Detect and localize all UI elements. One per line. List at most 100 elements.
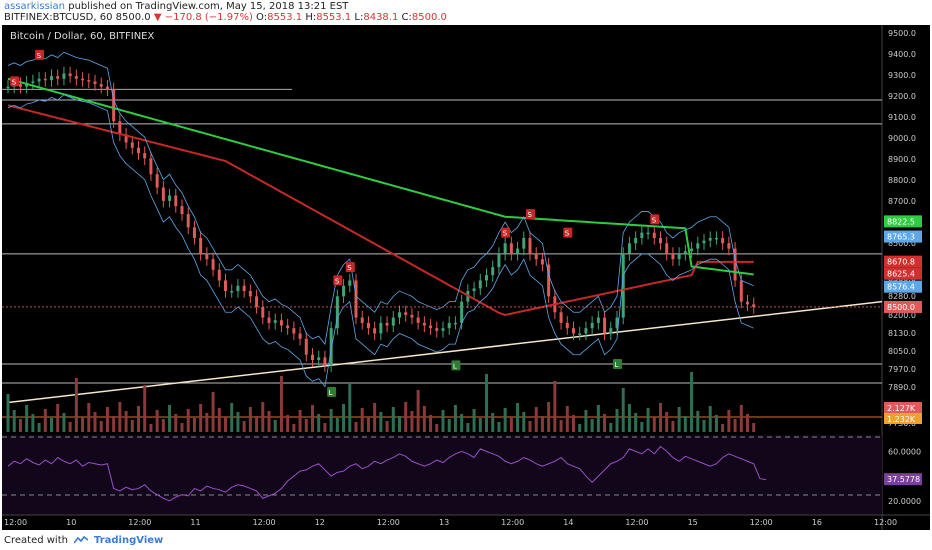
candle-body — [261, 306, 265, 318]
candle-body — [329, 328, 333, 366]
long-signal — [451, 360, 461, 371]
volume-bar — [683, 416, 687, 432]
volume-bar — [161, 419, 165, 432]
volume-bar — [224, 417, 227, 432]
author-link[interactable]: assarkissian — [4, 1, 66, 12]
candle-body — [739, 280, 743, 302]
candle-body — [652, 232, 656, 238]
time-tick-label: 12:00 — [625, 518, 648, 527]
candle-body — [105, 86, 109, 90]
candle-body — [540, 259, 544, 265]
volume-bar — [453, 405, 457, 432]
candle-body — [714, 237, 718, 240]
volume-bar — [105, 407, 109, 432]
candle-body — [81, 78, 85, 81]
candle-body — [621, 253, 625, 318]
candle-body — [248, 291, 252, 297]
candle-body — [211, 259, 215, 270]
time-tick-label: 13 — [439, 518, 449, 527]
footer: Created with TradingView — [0, 530, 932, 550]
sell-signal — [563, 227, 573, 238]
sell-signal-text: S — [565, 230, 570, 238]
price-label-box — [884, 255, 922, 268]
volume-bar — [230, 403, 234, 432]
rsi-tick-label: 20.0000 — [888, 497, 921, 506]
volume-bar — [31, 414, 35, 432]
sell-signal-text: S — [652, 216, 657, 224]
candle-body — [230, 291, 234, 293]
price-label-box — [884, 280, 922, 293]
candle-body — [453, 322, 457, 325]
chart-area[interactable]: 9500.0 9400.0 9300.0 9200.0 9100.0 9000.0 8900… — [2, 25, 930, 530]
volume-bar — [242, 421, 246, 432]
candle-body — [6, 86, 10, 89]
candle-body — [659, 237, 662, 244]
volume-bar — [62, 413, 66, 432]
candle-body — [422, 322, 426, 326]
volume-bar — [18, 419, 22, 432]
volume-bar — [708, 406, 712, 432]
price-tick-label: 8800.0 — [888, 176, 916, 185]
sell-signal — [501, 227, 511, 238]
volume-bar — [627, 404, 631, 432]
close-value: 8500.0 — [411, 12, 447, 23]
price-label-box — [884, 300, 922, 313]
volume-bar — [416, 390, 420, 432]
volume-bar — [739, 405, 743, 432]
volume-bar — [491, 413, 495, 432]
rsi-label-text: 37.5778 — [887, 475, 920, 484]
long-signal-text: L — [329, 389, 333, 397]
candle-body — [708, 237, 712, 241]
candle-body — [43, 78, 47, 81]
candle-body — [441, 328, 445, 331]
candle-body — [522, 237, 526, 249]
candle-body — [205, 253, 209, 260]
sell-signal-text: S — [12, 78, 17, 86]
candle-body — [130, 142, 134, 148]
candle-body — [354, 280, 358, 318]
volume-bar — [410, 411, 414, 432]
volume-bar — [248, 407, 252, 432]
volume-bar — [137, 406, 140, 432]
high-value: 8553.1 — [316, 12, 352, 23]
candle-body — [410, 314, 414, 318]
candle-body — [224, 280, 227, 292]
volume-bar — [149, 424, 153, 432]
price-label-text: 8765.3 — [887, 233, 915, 242]
candle-body — [565, 322, 569, 329]
volume-bar — [43, 409, 47, 432]
candle-body — [683, 251, 687, 254]
volume-bar — [68, 422, 72, 432]
candle-body — [528, 237, 532, 254]
price-tick-label: 9000.0 — [888, 134, 916, 143]
symbol-info: BITFINEX:BTCUSD, 60 8500.0 ▼ −170.8 (−1.… — [4, 12, 447, 23]
volume-bar — [609, 423, 613, 432]
candle-body — [472, 288, 476, 292]
volume-bar — [435, 424, 439, 432]
time-tick-label: 12:00 — [253, 518, 276, 527]
candle-body — [578, 333, 582, 335]
volume-bar — [261, 402, 265, 432]
time-tick-label: 12:00 — [874, 518, 897, 527]
candle-body — [87, 80, 91, 82]
candle-body — [603, 317, 607, 334]
candle-body — [590, 322, 594, 329]
volume-bar — [50, 418, 53, 432]
candle-body — [491, 267, 495, 276]
volume-bar — [211, 392, 215, 432]
volume-bar — [659, 403, 662, 432]
volume-bar — [6, 394, 10, 432]
candle-body — [373, 328, 377, 334]
long-signal — [613, 359, 622, 370]
candle-body — [242, 285, 246, 292]
tradingview-brand[interactable]: TradingView — [93, 534, 164, 546]
volume-bar — [373, 403, 377, 432]
candle-body — [671, 253, 675, 260]
price-tick-label: 9300.0 — [888, 71, 916, 80]
candle-body — [186, 214, 190, 228]
volume-bar — [286, 415, 290, 432]
trendline — [7, 300, 883, 404]
volume-bar — [615, 409, 619, 432]
volume-bar — [422, 406, 426, 432]
candle-body — [37, 78, 41, 82]
